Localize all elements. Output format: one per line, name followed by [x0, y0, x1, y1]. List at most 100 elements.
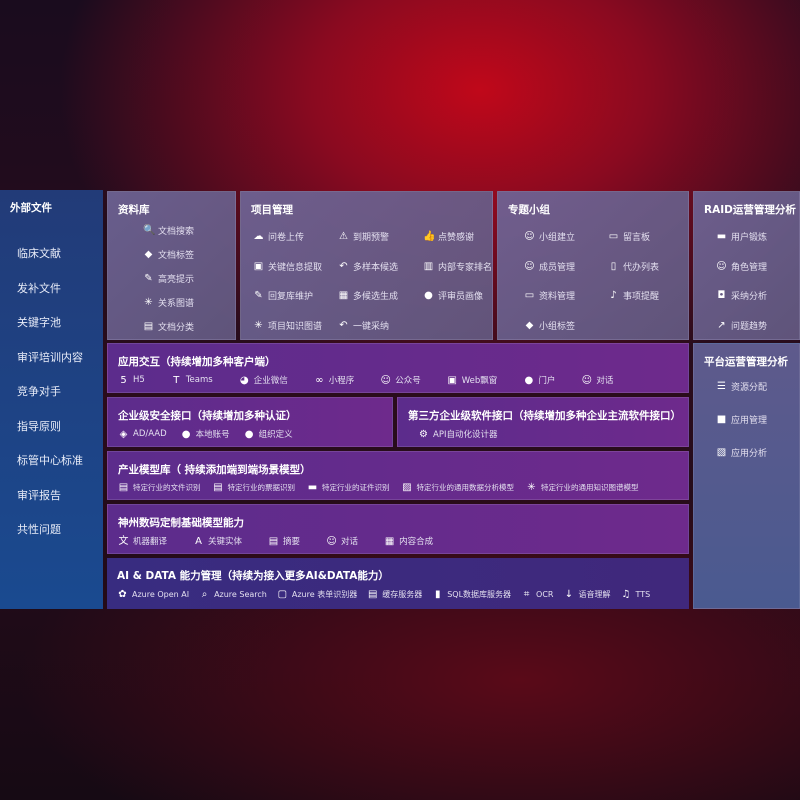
feature-item[interactable]: ☁ 问卷上传 [253, 230, 305, 243]
library-panel: 资料库 🔍 文档搜索 ◆ 文档标签 ✎ 高亮提示 ✳ 关系图谱 ▤ 文档分类 [107, 191, 236, 340]
feature-label: 到期预警 [353, 233, 390, 243]
feature-item[interactable]: ☺ 小组建立 [524, 230, 575, 243]
feature-item[interactable]: ▤ 文档分类 [143, 320, 194, 333]
feature-item[interactable]: ▣ 关键信息提取 [253, 260, 322, 273]
feature-item[interactable]: 文机器翻译 [118, 535, 168, 548]
feature-item[interactable]: ↶ 多样本候选 [338, 260, 398, 273]
feature-item[interactable]: ✳ 关系图谱 [143, 296, 194, 309]
feature-label: Web飘窗 [461, 376, 498, 386]
sidebar-item[interactable]: 关键字池 [17, 316, 61, 329]
feature-item[interactable]: ☺ 角色管理 [716, 260, 767, 273]
cache-icon: ▤ [367, 589, 378, 600]
edit-icon: ✎ [254, 290, 263, 301]
feature-item[interactable]: ▤ 特定行业的文件识别 [118, 482, 201, 493]
sidebar-item[interactable]: 审评培训内容 [17, 350, 83, 364]
feature-item[interactable]: ● 组织定义 [244, 428, 293, 441]
feature-item[interactable]: ▣ Web飘窗 [447, 374, 498, 387]
feature-label: 资源分配 [731, 383, 768, 393]
feature-item[interactable]: ✎ 高亮提示 [143, 272, 194, 285]
feature-item[interactable]: ▤ 摘要 [268, 535, 301, 548]
form-icon: ▢ [277, 589, 288, 600]
feature-item[interactable]: ☺ 对话 [326, 535, 358, 548]
feature-label: 项目知识图谱 [268, 321, 323, 332]
feature-item[interactable]: ● 本地账号 [181, 428, 230, 441]
feature-item[interactable]: ▭ 资料管理 [524, 289, 575, 302]
search-icon: ⌕ [201, 589, 208, 600]
feature-item[interactable]: T Teams [171, 374, 212, 386]
feature-item[interactable]: 👍 点赞感谢 [423, 230, 474, 243]
feature-item[interactable]: ♫ TTS [621, 589, 651, 600]
speech-icon: ↓ [564, 589, 574, 600]
feature-item[interactable]: ◕ 企业微信 [239, 374, 288, 387]
group-icon: ☺ [524, 231, 535, 242]
sidebar-item[interactable]: 竞争对手 [17, 385, 61, 398]
feature-item[interactable]: ↗ 问题趋势 [716, 319, 767, 332]
feature-item[interactable]: ⌕ Azure Search [199, 589, 267, 600]
feature-item[interactable]: ✳ 项目知识图谱 [253, 319, 322, 332]
feature-item[interactable]: 🔍 文档搜索 [143, 224, 194, 237]
feature-item[interactable]: ▬ 特定行业的证件识别 [307, 482, 390, 493]
feature-item[interactable]: ↓ 语音理解 [564, 589, 611, 600]
feature-item[interactable]: ☺ 公众号 [380, 374, 421, 387]
sidebar-item[interactable]: 发补文件 [17, 281, 61, 295]
feature-item[interactable]: ⚙ API自动化设计器 [418, 428, 498, 441]
feature-item[interactable]: ✿ Azure Open AI [117, 589, 189, 600]
feature-item[interactable]: ▦ 内容合成 [384, 535, 433, 548]
industry-model-panel: 产业模型库（ 持续添加端到端场景模型） ▤ 特定行业的文件识别 ▤ 特定行业的票据识别… [107, 451, 689, 500]
feature-label: 用户锻炼 [731, 233, 768, 243]
feature-item[interactable]: ↶ 一键采纳 [338, 319, 389, 332]
doc-icon: ▤ [268, 535, 279, 547]
tts-icon: ♫ [621, 589, 631, 600]
feature-item[interactable]: ◆ 小组标签 [524, 319, 575, 332]
window-icon: ▣ [447, 374, 457, 386]
feature-label: Azure 表单识别器 [291, 590, 358, 599]
feature-item[interactable]: ▢ Azure 表单识别器 [277, 589, 358, 600]
feature-item[interactable]: ∞ 小程序 [314, 374, 354, 387]
feature-item[interactable]: 5 H5 [118, 374, 145, 386]
feature-item[interactable]: ▨ 特定行业的通用数据分析模型 [402, 482, 514, 493]
feature-item[interactable]: ⚠ 到期预警 [338, 230, 389, 243]
feature-item[interactable]: ▬ 用户锻炼 [716, 230, 767, 243]
account-icon: ● [181, 428, 191, 440]
feature-label: AD/AAD [133, 429, 167, 439]
feature-item[interactable]: ◆ 文档标签 [143, 248, 194, 261]
feature-item[interactable]: ☺ 对话 [581, 374, 614, 387]
feature-item[interactable]: ▮ SQL数据库服务器 [432, 589, 511, 600]
feature-item[interactable]: ▧ 应用分析 [716, 446, 767, 459]
feature-item[interactable]: ▦ 多候选生成 [338, 289, 398, 302]
graph-icon: ✳ [527, 482, 536, 493]
panel-title: 平台运营管理分析 [704, 356, 788, 368]
feature-item[interactable]: A 关键实体 [193, 535, 242, 548]
sidebar-item[interactable]: 标管中心标准 [17, 454, 83, 467]
feature-item[interactable]: ▯ 代办列表 [608, 260, 659, 273]
feature-label: SQL数据库服务器 [447, 590, 512, 599]
feature-item[interactable]: ◈ AD/AAD [118, 428, 167, 440]
sidebar-item[interactable]: 共性问题 [17, 523, 61, 536]
feature-label: 留言板 [623, 233, 651, 243]
feature-item[interactable]: ◘ 采纳分析 [716, 289, 767, 302]
feature-item[interactable]: ▤ 缓存服务器 [367, 589, 422, 600]
sidebar-item[interactable]: 指导原则 [17, 419, 61, 433]
feature-item[interactable]: ⌗ OCR [521, 589, 554, 600]
feature-label: 缓存服务器 [382, 590, 423, 599]
feature-label: 事项提醒 [623, 292, 660, 302]
feature-item[interactable]: ✎ 回复库维护 [253, 289, 313, 302]
feature-item[interactable]: ☰ 资源分配 [716, 380, 767, 393]
bell-icon: ♪ [610, 290, 617, 301]
feature-item[interactable]: ✳ 特定行业的通用知识图谱模型 [526, 482, 638, 493]
panel-title: 专题小组 [508, 204, 550, 216]
feature-label: 关键信息提取 [268, 262, 323, 273]
feature-item[interactable]: ♪ 事项提醒 [608, 289, 659, 302]
feature-label: 摘要 [283, 537, 301, 547]
sidebar-item[interactable]: 临床文献 [17, 247, 61, 260]
feature-item[interactable]: ☺ 成员管理 [524, 260, 575, 273]
feature-item[interactable]: ▤ 特定行业的票据识别 [213, 482, 295, 493]
feature-item[interactable]: ■ 应用管理 [716, 413, 767, 426]
feature-label: API自动化设计器 [433, 430, 498, 440]
feature-item[interactable]: ● 门户 [523, 374, 555, 387]
feature-label: 角色管理 [731, 262, 768, 273]
feature-item[interactable]: ▥ 内部专家排名 [423, 260, 492, 273]
sidebar-item[interactable]: 审评报告 [17, 488, 61, 502]
feature-item[interactable]: ● 评审员画像 [423, 289, 483, 302]
feature-item[interactable]: ▭ 留言板 [608, 230, 650, 243]
